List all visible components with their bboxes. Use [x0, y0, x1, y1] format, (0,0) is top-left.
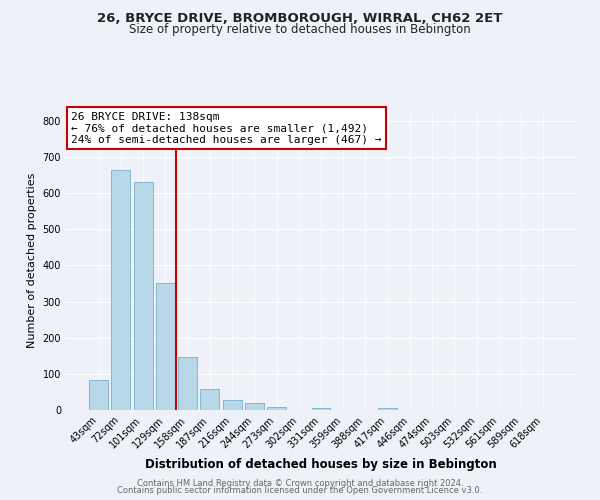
Bar [178, 356, 197, 410]
Text: Contains HM Land Registry data © Crown copyright and database right 2024.: Contains HM Land Registry data © Crown c… [137, 478, 463, 488]
Text: 26 BRYCE DRIVE: 138sqm
← 76% of detached houses are smaller (1,492)
24% of semi-: 26 BRYCE DRIVE: 138sqm ← 76% of detached… [71, 112, 382, 144]
Text: Contains public sector information licensed under the Open Government Licence v3: Contains public sector information licen… [118, 486, 482, 495]
Bar [223, 400, 242, 410]
Bar [200, 390, 219, 410]
Bar [134, 182, 152, 410]
Bar [156, 284, 175, 410]
Text: Size of property relative to detached houses in Bebington: Size of property relative to detached ho… [129, 22, 471, 36]
Bar [267, 407, 286, 410]
Bar [311, 408, 331, 410]
Bar [89, 380, 108, 410]
Bar [245, 404, 264, 410]
Bar [378, 408, 397, 410]
X-axis label: Distribution of detached houses by size in Bebington: Distribution of detached houses by size … [145, 458, 497, 471]
Text: 26, BRYCE DRIVE, BROMBOROUGH, WIRRAL, CH62 2ET: 26, BRYCE DRIVE, BROMBOROUGH, WIRRAL, CH… [97, 12, 503, 26]
Bar [112, 170, 130, 410]
Y-axis label: Number of detached properties: Number of detached properties [27, 172, 37, 348]
